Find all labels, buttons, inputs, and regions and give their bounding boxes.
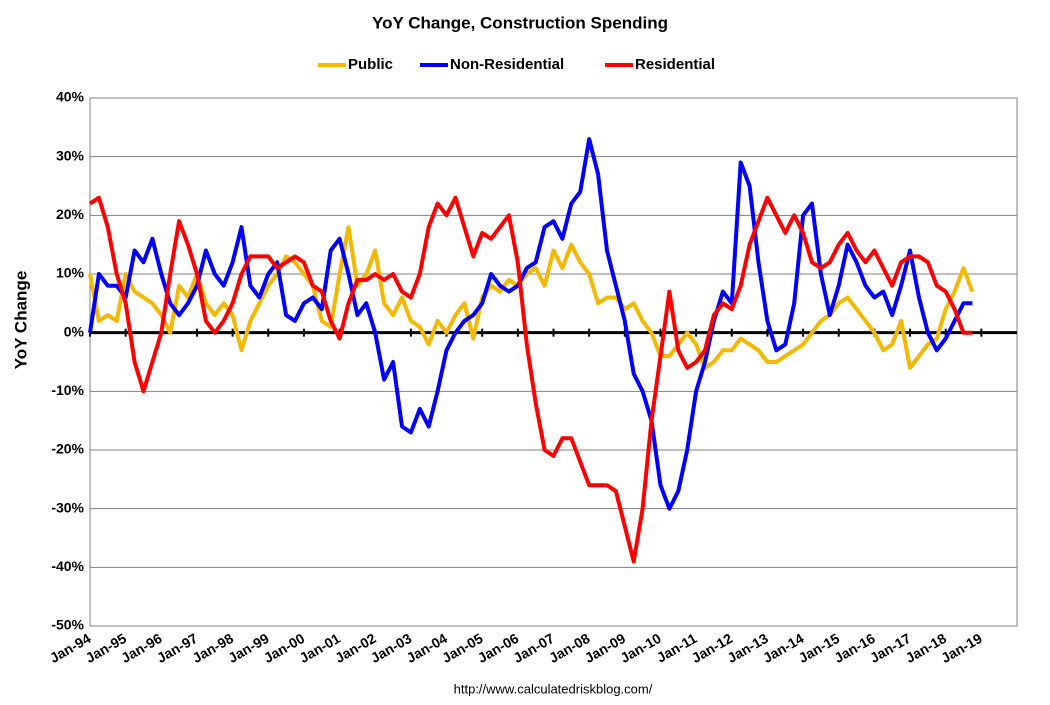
series-line	[88, 137, 973, 511]
grid	[89, 97, 1017, 627]
lines	[88, 137, 975, 564]
legend: Public Non-Residential Residential	[318, 56, 715, 73]
legend-label: Residential	[635, 56, 715, 73]
legend-label: Non-Residential	[450, 56, 564, 73]
y-tick-label: 10%	[56, 265, 85, 281]
y-tick-label: 20%	[56, 206, 85, 222]
y-axis-label: YoY Change	[11, 271, 30, 370]
y-tick-label: -10%	[51, 382, 84, 398]
x-tick-label: Jan-19	[938, 630, 985, 666]
y-tick-label: -30%	[51, 499, 84, 515]
series-line	[88, 195, 973, 564]
y-tick-label: -50%	[51, 617, 84, 633]
chart-title: YoY Change, Construction Spending	[372, 13, 668, 32]
y-tick-label: -20%	[51, 441, 84, 457]
source: http://www.calculatedriskblog.com/	[454, 681, 653, 696]
series-line	[88, 225, 975, 370]
y-tick-label: -40%	[51, 558, 84, 574]
y-tick-label: 40%	[56, 89, 85, 105]
x-tick-label: Jan-10	[617, 630, 664, 666]
y-tick-label: 0%	[64, 323, 85, 339]
y-tick-label: 30%	[56, 147, 85, 163]
legend-label: Public	[348, 56, 393, 73]
plot-area	[89, 97, 1018, 627]
